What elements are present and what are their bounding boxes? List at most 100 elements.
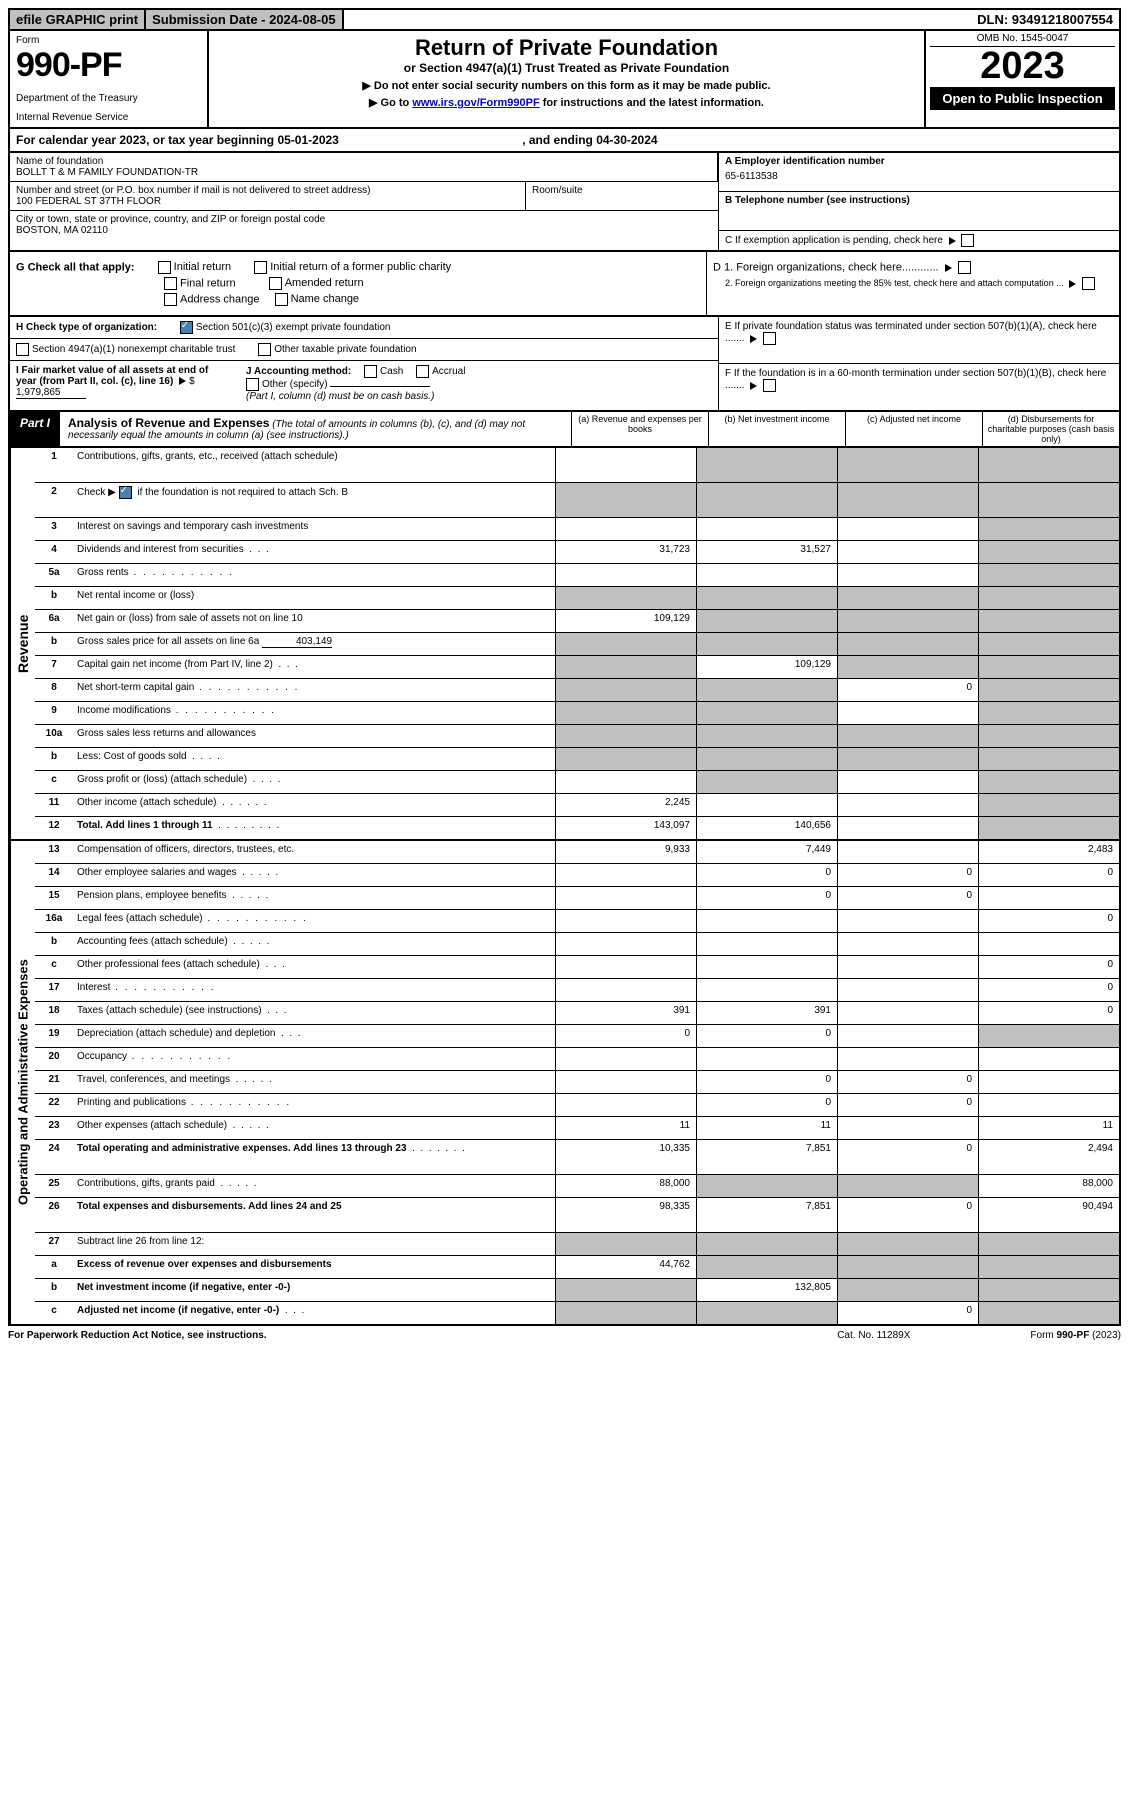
address-label: Number and street (or P.O. box number if… <box>16 185 519 196</box>
line-16c: Other professional fees (attach schedule… <box>73 956 555 978</box>
line-10a: Gross sales less returns and allowances <box>73 725 555 747</box>
foundation-name: BOLLT T & M FAMILY FOUNDATION-TR <box>16 167 711 178</box>
line-15: Pension plans, employee benefits . . . .… <box>73 887 555 909</box>
arrow-icon <box>1069 280 1076 288</box>
foreign-org-checkbox[interactable] <box>958 261 971 274</box>
revenue-label: Revenue <box>10 448 35 839</box>
j-note: (Part I, column (d) must be on cash basi… <box>246 391 712 402</box>
col-c-header: (c) Adjusted net income <box>845 412 982 446</box>
line-24: Total operating and administrative expen… <box>73 1140 555 1174</box>
room-suite-label: Room/suite <box>526 182 718 210</box>
cash-checkbox[interactable] <box>364 365 377 378</box>
line-5a: Gross rents <box>73 564 555 586</box>
calendar-year-row: For calendar year 2023, or tax year begi… <box>8 129 1121 153</box>
e-label: E If private foundation status was termi… <box>725 321 1097 344</box>
g-label: G Check all that apply: <box>16 261 135 273</box>
501c3-checkbox[interactable] <box>180 321 193 334</box>
amended-return-checkbox[interactable] <box>269 277 282 290</box>
col-a-header: (a) Revenue and expenses per books <box>571 412 708 446</box>
line-21: Travel, conferences, and meetings . . . … <box>73 1071 555 1093</box>
initial-return-checkbox[interactable] <box>158 261 171 274</box>
section-h-i-j: H Check type of organization: Section 50… <box>8 317 1121 412</box>
col-d-header: (d) Disbursements for charitable purpose… <box>982 412 1119 446</box>
4947-checkbox[interactable] <box>16 343 29 356</box>
schb-checkbox[interactable] <box>119 486 132 499</box>
form-link[interactable]: www.irs.gov/Form990PF <box>412 97 539 109</box>
submission-date: Submission Date - 2024-08-05 <box>146 10 344 29</box>
header-left: Form 990-PF Department of the Treasury I… <box>10 31 209 127</box>
arrow-icon <box>750 382 757 390</box>
exemption-checkbox[interactable] <box>961 234 974 247</box>
address: 100 FEDERAL ST 37TH FLOOR <box>16 196 519 207</box>
line-6a: Net gain or (loss) from sale of assets n… <box>73 610 555 632</box>
footer: For Paperwork Reduction Act Notice, see … <box>8 1326 1121 1345</box>
paperwork-notice: For Paperwork Reduction Act Notice, see … <box>8 1330 837 1341</box>
line-8: Net short-term capital gain <box>73 679 555 701</box>
fmv-value: 1,979,865 <box>16 387 86 399</box>
phone-label: B Telephone number (see instructions) <box>725 195 910 206</box>
line-10c: Gross profit or (loss) (attach schedule)… <box>73 771 555 793</box>
line-17: Interest <box>73 979 555 1001</box>
expenses-label: Operating and Administrative Expenses <box>10 841 35 1324</box>
line-16b: Accounting fees (attach schedule) . . . … <box>73 933 555 955</box>
initial-former-checkbox[interactable] <box>254 261 267 274</box>
d1-label: D 1. Foreign organizations, check here..… <box>713 261 939 273</box>
line-1: Contributions, gifts, grants, etc., rece… <box>73 448 555 482</box>
line-3: Interest on savings and temporary cash i… <box>73 518 555 540</box>
dept-treasury: Department of the Treasury <box>16 93 201 104</box>
irs-label: Internal Revenue Service <box>16 112 201 123</box>
60month-checkbox[interactable] <box>763 379 776 392</box>
form-label: Form <box>16 35 201 46</box>
line-16a: Legal fees (attach schedule) <box>73 910 555 932</box>
line-22: Printing and publications <box>73 1094 555 1116</box>
form-title: Return of Private Foundation <box>217 35 916 61</box>
line-13: Compensation of officers, directors, tru… <box>73 841 555 863</box>
f-label: F If the foundation is in a 60-month ter… <box>725 368 1106 391</box>
accrual-checkbox[interactable] <box>416 365 429 378</box>
line-27b: Net investment income (if negative, ente… <box>73 1279 555 1301</box>
part1-title: Analysis of Revenue and Expenses (The to… <box>60 412 571 446</box>
line-6b: Gross sales price for all assets on line… <box>73 633 555 655</box>
line-27c: Adjusted net income (if negative, enter … <box>73 1302 555 1324</box>
instruction-2: ▶ Go to www.irs.gov/Form990PF for instru… <box>217 96 916 109</box>
form-subtitle: or Section 4947(a)(1) Trust Treated as P… <box>217 61 916 75</box>
city-label: City or town, state or province, country… <box>16 214 712 225</box>
final-return-checkbox[interactable] <box>164 277 177 290</box>
line-10b: Less: Cost of goods sold . . . . <box>73 748 555 770</box>
header-right: OMB No. 1545-0047 2023 Open to Public In… <box>924 31 1119 127</box>
instruction-1: ▶ Do not enter social security numbers o… <box>217 79 916 92</box>
header-center: Return of Private Foundation or Section … <box>209 31 924 127</box>
line-27a: Excess of revenue over expenses and disb… <box>73 1256 555 1278</box>
form-number: 990-PF <box>16 46 201 85</box>
name-change-checkbox[interactable] <box>275 293 288 306</box>
other-taxable-checkbox[interactable] <box>258 343 271 356</box>
h-label: H Check type of organization: <box>16 322 157 333</box>
ein-value: 65-6113538 <box>725 171 1113 182</box>
other-method-checkbox[interactable] <box>246 378 259 391</box>
city-state-zip: BOSTON, MA 02110 <box>16 225 712 236</box>
cat-number: Cat. No. 11289X <box>837 1330 910 1341</box>
line-12: Total. Add lines 1 through 11 . . . . . … <box>73 817 555 839</box>
main-table: Revenue 1Contributions, gifts, grants, e… <box>8 448 1121 1326</box>
line-25: Contributions, gifts, grants paid . . . … <box>73 1175 555 1197</box>
85pct-checkbox[interactable] <box>1082 277 1095 290</box>
efile-label[interactable]: efile GRAPHIC print <box>10 10 146 29</box>
terminated-checkbox[interactable] <box>763 332 776 345</box>
line-26: Total expenses and disbursements. Add li… <box>73 1198 555 1232</box>
form-ref: Form 990-PF (2023) <box>1030 1330 1121 1341</box>
line-18: Taxes (attach schedule) (see instruction… <box>73 1002 555 1024</box>
line-11: Other income (attach schedule) . . . . .… <box>73 794 555 816</box>
arrow-icon <box>945 264 952 272</box>
exemption-label: C If exemption application is pending, c… <box>725 235 943 246</box>
d2-label: 2. Foreign organizations meeting the 85%… <box>725 278 1064 288</box>
dln-label: DLN: 93491218007554 <box>971 10 1119 29</box>
line-7: Capital gain net income (from Part IV, l… <box>73 656 555 678</box>
line-9: Income modifications <box>73 702 555 724</box>
section-g-d: G Check all that apply: Initial return I… <box>8 252 1121 317</box>
address-change-checkbox[interactable] <box>164 293 177 306</box>
arrow-icon <box>179 377 186 385</box>
j-label: J Accounting method: <box>246 366 351 377</box>
line-5b: Net rental income or (loss) <box>73 587 555 609</box>
form-header: Form 990-PF Department of the Treasury I… <box>8 31 1121 129</box>
top-bar: efile GRAPHIC print Submission Date - 20… <box>8 8 1121 31</box>
